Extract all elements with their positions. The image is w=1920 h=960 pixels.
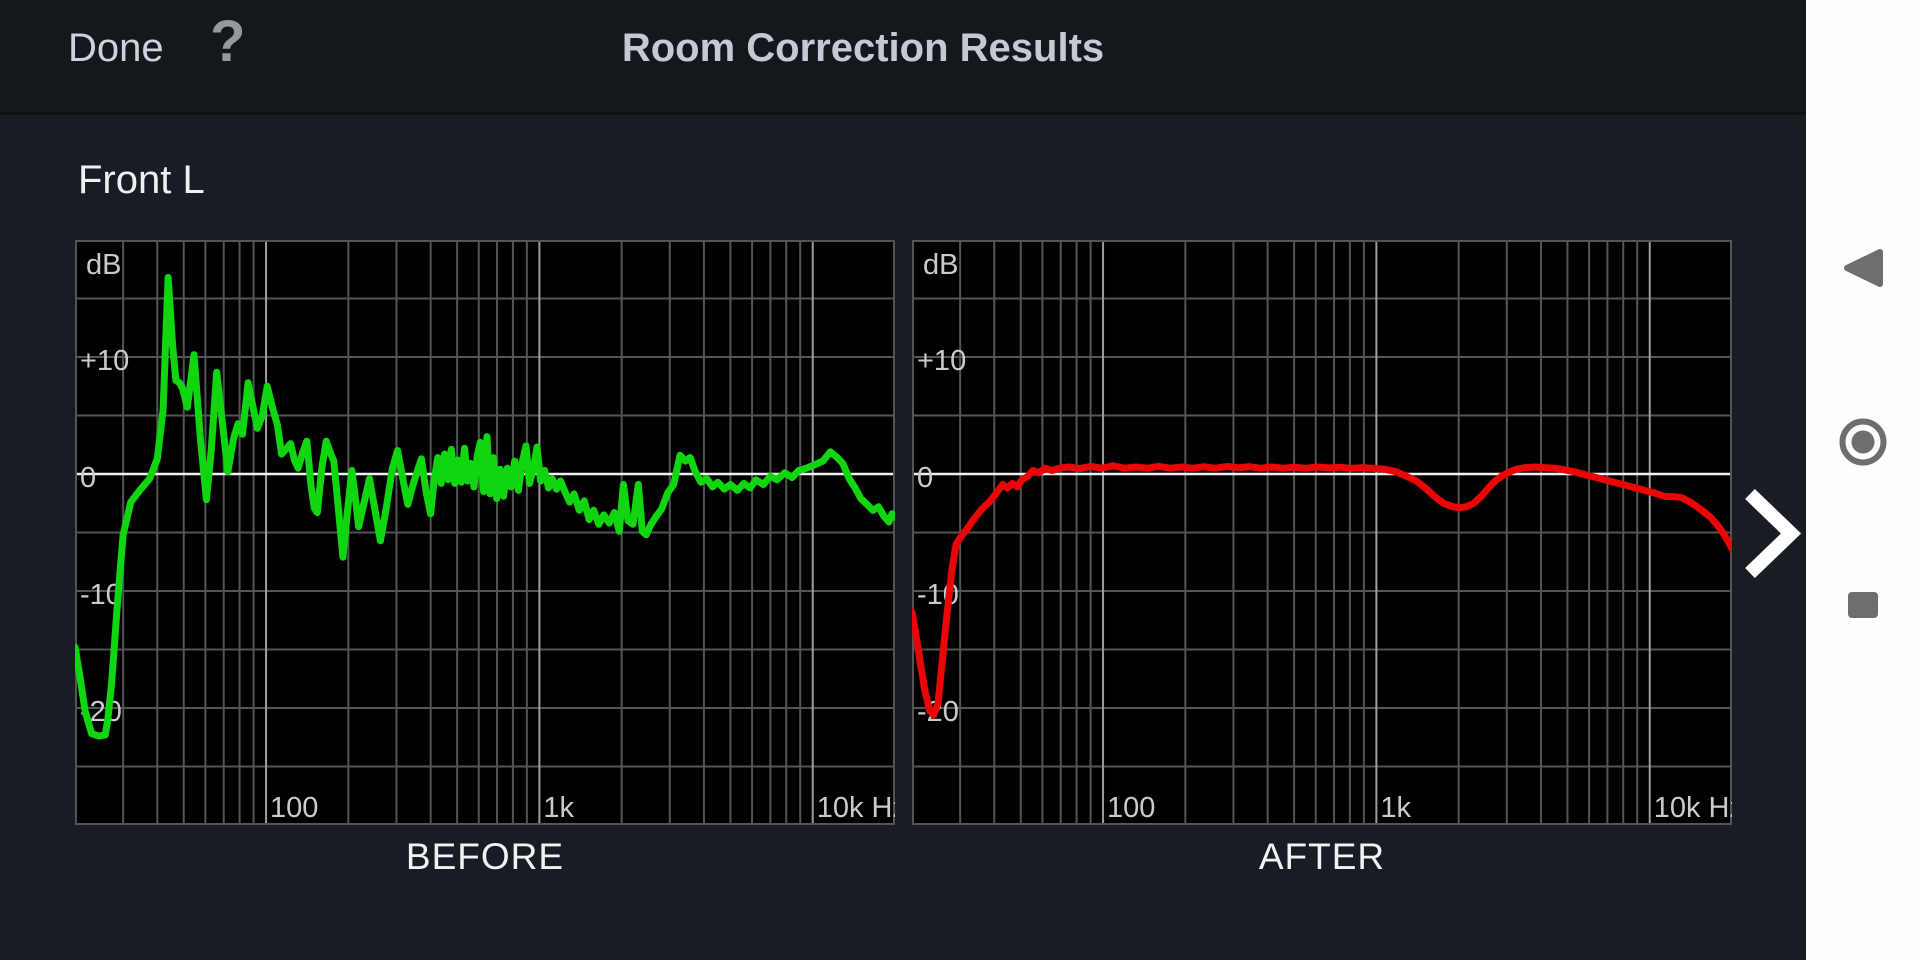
nav-home-button[interactable] (1806, 382, 1920, 502)
toolbar: Done ? Room Correction Results (0, 0, 1806, 115)
done-button[interactable]: Done (68, 26, 164, 70)
back-triangle-icon (1844, 249, 1883, 287)
page-title: Room Correction Results (621, 26, 1105, 70)
svg-text:1k: 1k (543, 792, 574, 824)
next-speaker-button[interactable] (1738, 482, 1804, 586)
nav-recents-button[interactable] (1806, 545, 1920, 665)
svg-text:dB: dB (923, 249, 958, 281)
svg-text:10k Hz: 10k Hz (1654, 792, 1732, 824)
svg-text:0: 0 (80, 462, 96, 494)
help-icon[interactable]: ? (210, 9, 246, 74)
before-caption: BEFORE (405, 836, 565, 877)
after-caption: AFTER (1258, 836, 1386, 877)
speaker-label: Front L (78, 158, 205, 202)
svg-text:100: 100 (1107, 792, 1155, 824)
after-curve (908, 462, 1736, 719)
svg-text:dB: dB (86, 249, 121, 281)
svg-text:10k Hz: 10k Hz (817, 792, 895, 824)
svg-text:1k: 1k (1380, 792, 1411, 824)
svg-text:+10: +10 (80, 345, 129, 377)
chevron-right-icon (1745, 488, 1802, 579)
before-curve (71, 273, 899, 740)
android-navbar (1806, 0, 1920, 960)
svg-text:+10: +10 (917, 345, 966, 377)
svg-text:100: 100 (270, 792, 318, 824)
home-circle-icon (1839, 418, 1887, 466)
nav-back-button[interactable] (1806, 208, 1920, 328)
recents-square-icon (1848, 592, 1878, 618)
svg-text:0: 0 (917, 462, 933, 494)
